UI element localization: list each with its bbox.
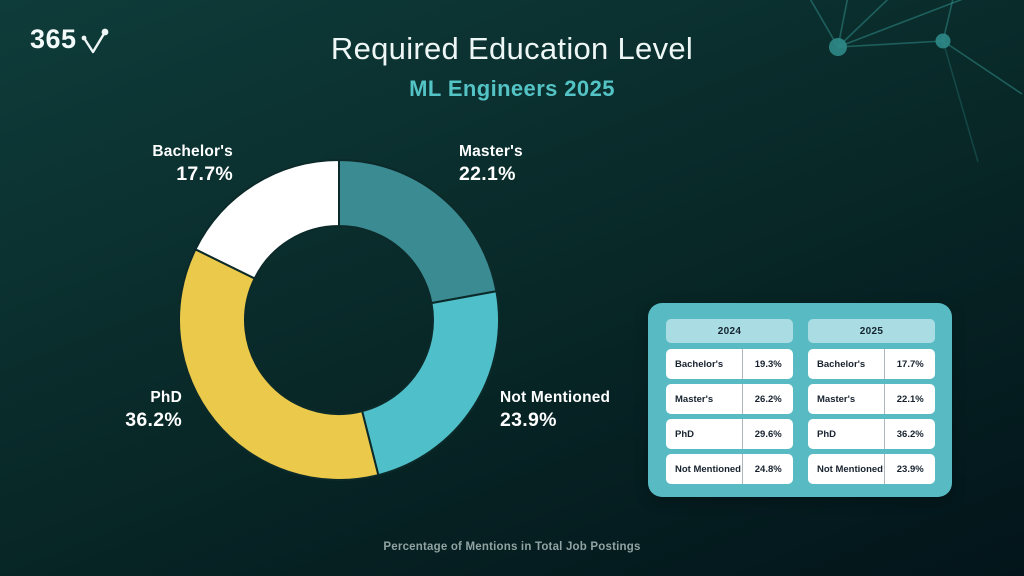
callout-label: PhD [150, 389, 182, 406]
callout-value: 17.7% [176, 163, 233, 185]
table-cell-label: PhD [808, 419, 886, 449]
callout-bachelors: Bachelor's 17.7% [152, 142, 233, 187]
table-cell-label: Not Mentioned [666, 454, 744, 484]
table-row: Not Mentioned 23.9% [808, 454, 935, 484]
comparison-table: 2024 Bachelor's 19.3% Master's 26.2% PhD… [648, 303, 952, 497]
table-cell-value: 24.8% [754, 463, 782, 475]
page-title: Required Education Level [330, 31, 694, 66]
callout-label: Not Mentioned [500, 389, 611, 406]
callout-value: 23.9% [500, 409, 557, 431]
table-cell-value: 26.2% [754, 393, 782, 405]
table-cell-value: 23.9% [896, 463, 924, 475]
callout-value: 36.2% [125, 409, 182, 431]
brand-logo: 365 [30, 24, 110, 56]
callout-value: 22.1% [459, 163, 516, 185]
brand-logo-text: 365 [30, 24, 77, 54]
table-cell-label: Not Mentioned [808, 454, 886, 484]
table-row: Not Mentioned 24.8% [666, 454, 793, 484]
table-row: PhD 29.6% [666, 419, 793, 449]
donut-chart [178, 159, 500, 481]
donut-segment-phd [178, 248, 380, 481]
table-cell-value: 19.3% [754, 358, 782, 370]
table-header-2024: 2024 [666, 319, 793, 343]
table-row: Bachelor's 19.3% [666, 349, 793, 379]
callout-label: Master's [459, 143, 523, 160]
table-cell-label: Bachelor's [808, 349, 886, 379]
table-cell-label: PhD [666, 419, 744, 449]
callout-not-mentioned: Not Mentioned 23.9% [500, 388, 610, 433]
table-row: Master's 26.2% [666, 384, 793, 414]
page-subtitle: ML Engineers 2025 [409, 76, 615, 101]
donut-segment-not-mentioned [361, 290, 500, 477]
table-cell-value: 17.7% [896, 358, 924, 370]
donut-segment-bachelor-s [194, 159, 340, 280]
donut-segment-master-s [338, 159, 498, 305]
table-cell-value: 29.6% [754, 428, 782, 440]
table-column-2024: 2024 Bachelor's 19.3% Master's 26.2% PhD… [666, 319, 793, 497]
table-cell-label: Bachelor's [666, 349, 744, 379]
table-row: Bachelor's 17.7% [808, 349, 935, 379]
chart-caption: Percentage of Mentions in Total Job Post… [383, 541, 641, 553]
callout-masters: Master's 22.1% [459, 142, 523, 187]
table-row: PhD 36.2% [808, 419, 935, 449]
table-cell-value: 36.2% [896, 428, 924, 440]
table-cell-value: 22.1% [896, 393, 924, 405]
table-cell-label: Master's [666, 384, 744, 414]
table-column-2025: 2025 Bachelor's 17.7% Master's 22.1% PhD… [808, 319, 935, 497]
line-chart-check-icon [81, 28, 108, 54]
table-cell-label: Master's [808, 384, 886, 414]
table-header-2025: 2025 [808, 319, 935, 343]
callout-phd: PhD 36.2% [125, 388, 182, 433]
table-row: Master's 22.1% [808, 384, 935, 414]
callout-label: Bachelor's [152, 143, 233, 160]
